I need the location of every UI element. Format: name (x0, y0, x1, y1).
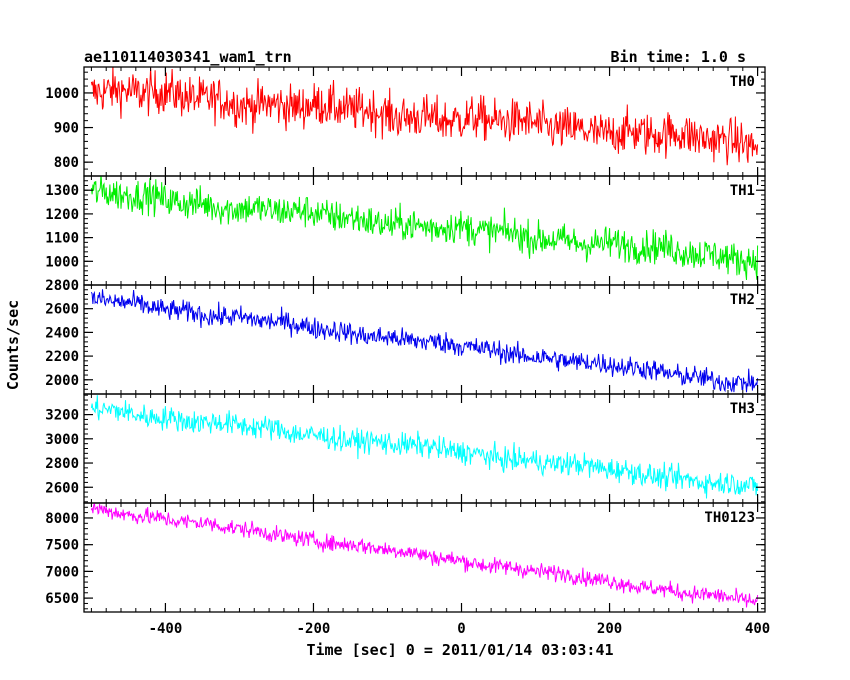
x-axis-title: Time [sec] 0 = 2011/01/14 03:03:41 (306, 641, 613, 659)
panel-frame-th2 (83, 284, 766, 395)
panel-label-th0123: TH0123 (704, 510, 755, 526)
y-tick-label-th2: 2600 (45, 302, 79, 318)
panel-frame-th0 (83, 66, 766, 177)
y-tick-label-th3: 2600 (45, 480, 79, 496)
y-tick-label-th3: 2800 (45, 456, 79, 472)
x-tick-label: -400 (149, 621, 183, 637)
y-tick-label-th1: 1300 (45, 183, 79, 199)
panel-frame-th1 (83, 175, 766, 286)
y-tick-label-th0123: 7000 (45, 564, 79, 580)
x-tick-label: 200 (597, 621, 622, 637)
x-tick-label: -200 (297, 621, 331, 637)
y-tick-label-th3: 3200 (45, 408, 79, 424)
y-tick-label-th2: 2200 (45, 349, 79, 365)
x-tick-label: 400 (745, 621, 770, 637)
series-line-th2 (90, 289, 759, 393)
y-tick-label-th0123: 6500 (45, 591, 79, 607)
panel-label-th3: TH3 (730, 401, 755, 417)
series-line-th0123 (90, 503, 759, 608)
y-tick-label-th0123: 8000 (45, 511, 79, 527)
y-tick-label-th3: 3000 (45, 432, 79, 448)
y-tick-label-th1: 1000 (45, 254, 79, 270)
y-tick-label-th0123: 7500 (45, 538, 79, 554)
y-tick-label-th2: 2000 (45, 373, 79, 389)
y-tick-label-th1: 1100 (45, 231, 79, 247)
panel-label-th2: TH2 (730, 292, 755, 308)
chart-title: ae110114030341_wam1_trn (84, 48, 292, 66)
series-line-th0 (90, 67, 759, 166)
y-tick-label-th1: 1200 (45, 207, 79, 223)
panel-frame-th0123 (83, 502, 766, 613)
x-tick-label: 0 (457, 621, 465, 637)
y-tick-label-th2: 2400 (45, 325, 79, 341)
panel-frame-th3 (83, 393, 766, 504)
y-tick-label-th0: 900 (54, 121, 79, 137)
panel-label-th1: TH1 (730, 183, 755, 199)
y-tick-label-th0: 800 (54, 155, 79, 171)
y-tick-label-th2: 2800 (45, 278, 79, 294)
bin-time-label: Bin time: 1.0 s (611, 48, 746, 66)
series-line-th3 (90, 395, 759, 499)
y-tick-label-th0: 1000 (45, 86, 79, 102)
y-axis-title: Counts/sec (4, 300, 22, 390)
panel-label-th0: TH0 (730, 74, 755, 90)
series-line-th1 (90, 176, 759, 281)
